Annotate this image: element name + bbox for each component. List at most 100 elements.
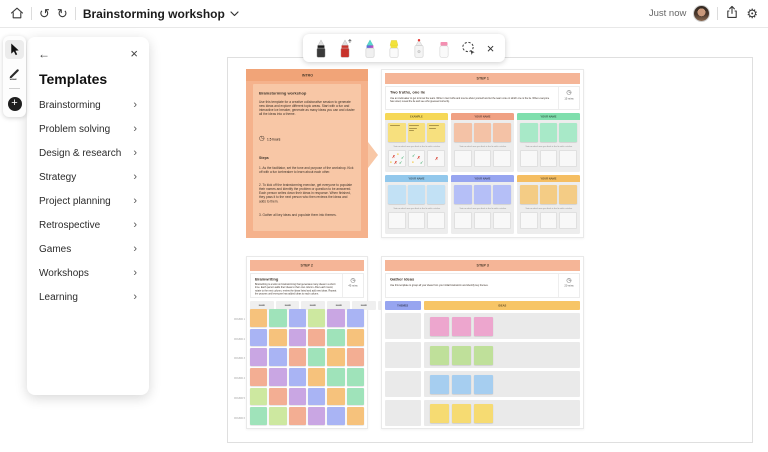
sticky-note[interactable] (454, 123, 472, 142)
sticky-note[interactable] (454, 185, 472, 204)
sticky-note[interactable] (346, 348, 364, 366)
member-card-example[interactable]: EXAMPLE Vote on which one you think is th… (385, 113, 448, 172)
theme-box[interactable] (385, 342, 421, 368)
select-tool-button[interactable] (5, 40, 24, 59)
sticky-note[interactable] (474, 316, 493, 336)
vote-box[interactable] (520, 212, 538, 229)
close-templates-button[interactable]: × (130, 46, 138, 61)
vote-box[interactable] (493, 150, 511, 167)
sticky-note[interactable] (308, 387, 326, 406)
yellow-highlighter-button[interactable] (387, 35, 401, 61)
vote-box[interactable] (473, 150, 492, 167)
vote-box[interactable] (559, 212, 577, 229)
sticky-note[interactable] (327, 407, 345, 425)
vote-box[interactable] (427, 212, 445, 229)
intro-template[interactable]: INTRO Brainstorming workshop Use this te… (246, 69, 378, 238)
vote-box[interactable] (454, 150, 472, 167)
sticky-note[interactable] (346, 407, 364, 425)
undo-button[interactable]: ↺ (39, 7, 50, 20)
sticky-note[interactable] (539, 185, 558, 204)
sticky-note[interactable] (427, 123, 445, 142)
sticky-note[interactable] (288, 367, 306, 386)
sticky-note[interactable] (327, 367, 345, 386)
templates-item-workshops[interactable]: Workshops › (27, 261, 149, 285)
close-button[interactable]: × (487, 35, 495, 61)
vote-box[interactable] (454, 212, 472, 229)
sticky-note[interactable] (269, 309, 287, 327)
member-card[interactable]: YOUR NAME Vote on which one you think is … (517, 113, 580, 172)
back-button[interactable]: ← (38, 47, 50, 61)
sticky-note[interactable] (407, 123, 426, 142)
templates-item-project-planning[interactable]: Project planning › (27, 189, 149, 213)
black-pen-button[interactable] (314, 35, 328, 61)
avatar[interactable] (693, 5, 711, 22)
sticky-note[interactable] (250, 328, 268, 347)
vote-box[interactable] (473, 212, 492, 229)
pen-tool-button[interactable] (5, 64, 24, 83)
member-card[interactable]: YOUR NAME Vote on which one you think is … (451, 113, 514, 172)
theme-box[interactable] (385, 313, 421, 339)
sticky-note[interactable] (250, 407, 268, 425)
sticky-note[interactable] (473, 123, 492, 142)
sticky-note[interactable] (250, 387, 268, 406)
eraser-button[interactable] (437, 35, 451, 61)
vote-box[interactable] (539, 150, 558, 167)
templates-item-problem-solving[interactable]: Problem solving › (27, 117, 149, 141)
sticky-note[interactable] (559, 123, 577, 142)
sticky-note[interactable] (269, 348, 287, 366)
sticky-note[interactable] (452, 345, 471, 365)
sticky-note[interactable] (308, 367, 326, 386)
sticky-note[interactable] (430, 374, 449, 394)
sticky-note[interactable] (288, 328, 306, 347)
sticky-note[interactable] (308, 309, 326, 327)
laser-pointer-button[interactable] (412, 35, 426, 61)
lasso-select-button[interactable] (461, 35, 476, 61)
sticky-note[interactable] (308, 348, 326, 366)
step1-template[interactable]: STEP 1 Two truths, one lie Use an icebre… (381, 69, 584, 238)
sticky-note[interactable] (327, 309, 345, 327)
sticky-note[interactable] (473, 185, 492, 204)
galaxy-pen-button[interactable] (363, 35, 377, 61)
templates-item-retrospective[interactable]: Retrospective › (27, 213, 149, 237)
sticky-note[interactable] (474, 374, 493, 394)
redo-button[interactable]: ↻ (57, 7, 68, 20)
sticky-note[interactable] (288, 348, 306, 366)
sticky-note[interactable] (269, 407, 287, 425)
sticky-note[interactable] (452, 374, 471, 394)
sticky-note[interactable] (452, 316, 471, 336)
sticky-note[interactable] (250, 348, 268, 366)
sticky-note[interactable] (407, 185, 426, 204)
red-arrow-pen-button[interactable] (338, 35, 352, 61)
vote-box[interactable] (493, 212, 511, 229)
templates-item-learning[interactable]: Learning › (27, 285, 149, 309)
vote-box[interactable] (559, 150, 577, 167)
board-title-menu[interactable]: Brainstorming workshop (83, 7, 239, 21)
templates-item-brainstorming[interactable]: Brainstorming › (27, 93, 149, 117)
vote-box[interactable] (520, 150, 538, 167)
sticky-note[interactable] (430, 403, 449, 423)
sticky-note[interactable] (559, 185, 577, 204)
sticky-note[interactable] (346, 387, 364, 406)
sticky-note[interactable] (250, 309, 268, 327)
sticky-note[interactable] (452, 403, 471, 423)
add-content-button[interactable]: + (5, 94, 24, 113)
sticky-note[interactable] (388, 123, 406, 142)
sticky-note[interactable] (346, 367, 364, 386)
step2-template[interactable]: STEP 2 Brainwriting Brainwriting is a tw… (234, 256, 402, 429)
sticky-note[interactable] (288, 387, 306, 406)
sticky-note[interactable] (346, 328, 364, 347)
share-button[interactable] (725, 5, 739, 22)
sticky-note[interactable] (327, 348, 345, 366)
sticky-note[interactable] (308, 407, 326, 425)
sticky-note[interactable] (269, 328, 287, 347)
vote-box[interactable]: ✗ (427, 150, 445, 167)
sticky-note[interactable] (388, 185, 406, 204)
sticky-note[interactable] (288, 407, 306, 425)
theme-box[interactable] (385, 371, 421, 397)
sticky-note[interactable] (288, 309, 306, 327)
sticky-note[interactable] (327, 387, 345, 406)
sticky-note[interactable] (327, 328, 345, 347)
sticky-note[interactable] (474, 345, 493, 365)
sticky-note[interactable] (520, 185, 538, 204)
sticky-note[interactable] (427, 185, 445, 204)
